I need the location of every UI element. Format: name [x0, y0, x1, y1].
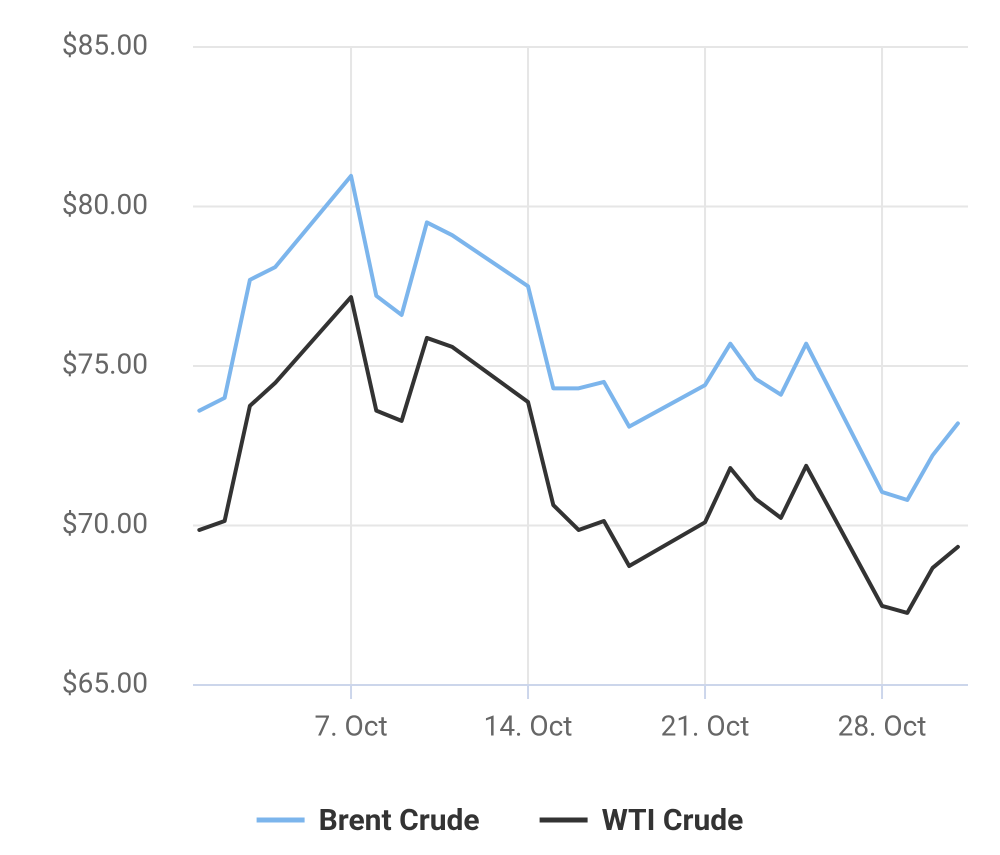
series-line — [197, 173, 960, 502]
series-line — [197, 295, 960, 615]
legend-label: Brent Crude — [319, 803, 480, 838]
y-tick-label: $75.00 — [62, 347, 148, 380]
y-tick-label: $80.00 — [62, 188, 148, 221]
y-tick-label: $85.00 — [62, 28, 148, 61]
legend-label: WTI Crude — [602, 803, 744, 838]
x-tick-label: 14. Oct — [484, 709, 573, 742]
x-tick-label: 28. Oct — [838, 709, 927, 742]
legend-item: WTI Crude — [539, 803, 744, 838]
legend: Brent Crude WTI Crude — [256, 803, 744, 838]
legend-item: Brent Crude — [256, 803, 480, 838]
y-tick-label: $70.00 — [62, 507, 148, 540]
x-tick-label: 7. Oct — [314, 709, 387, 742]
x-tick-label: 21. Oct — [661, 709, 750, 742]
y-tick-label: $65.00 — [62, 666, 148, 699]
